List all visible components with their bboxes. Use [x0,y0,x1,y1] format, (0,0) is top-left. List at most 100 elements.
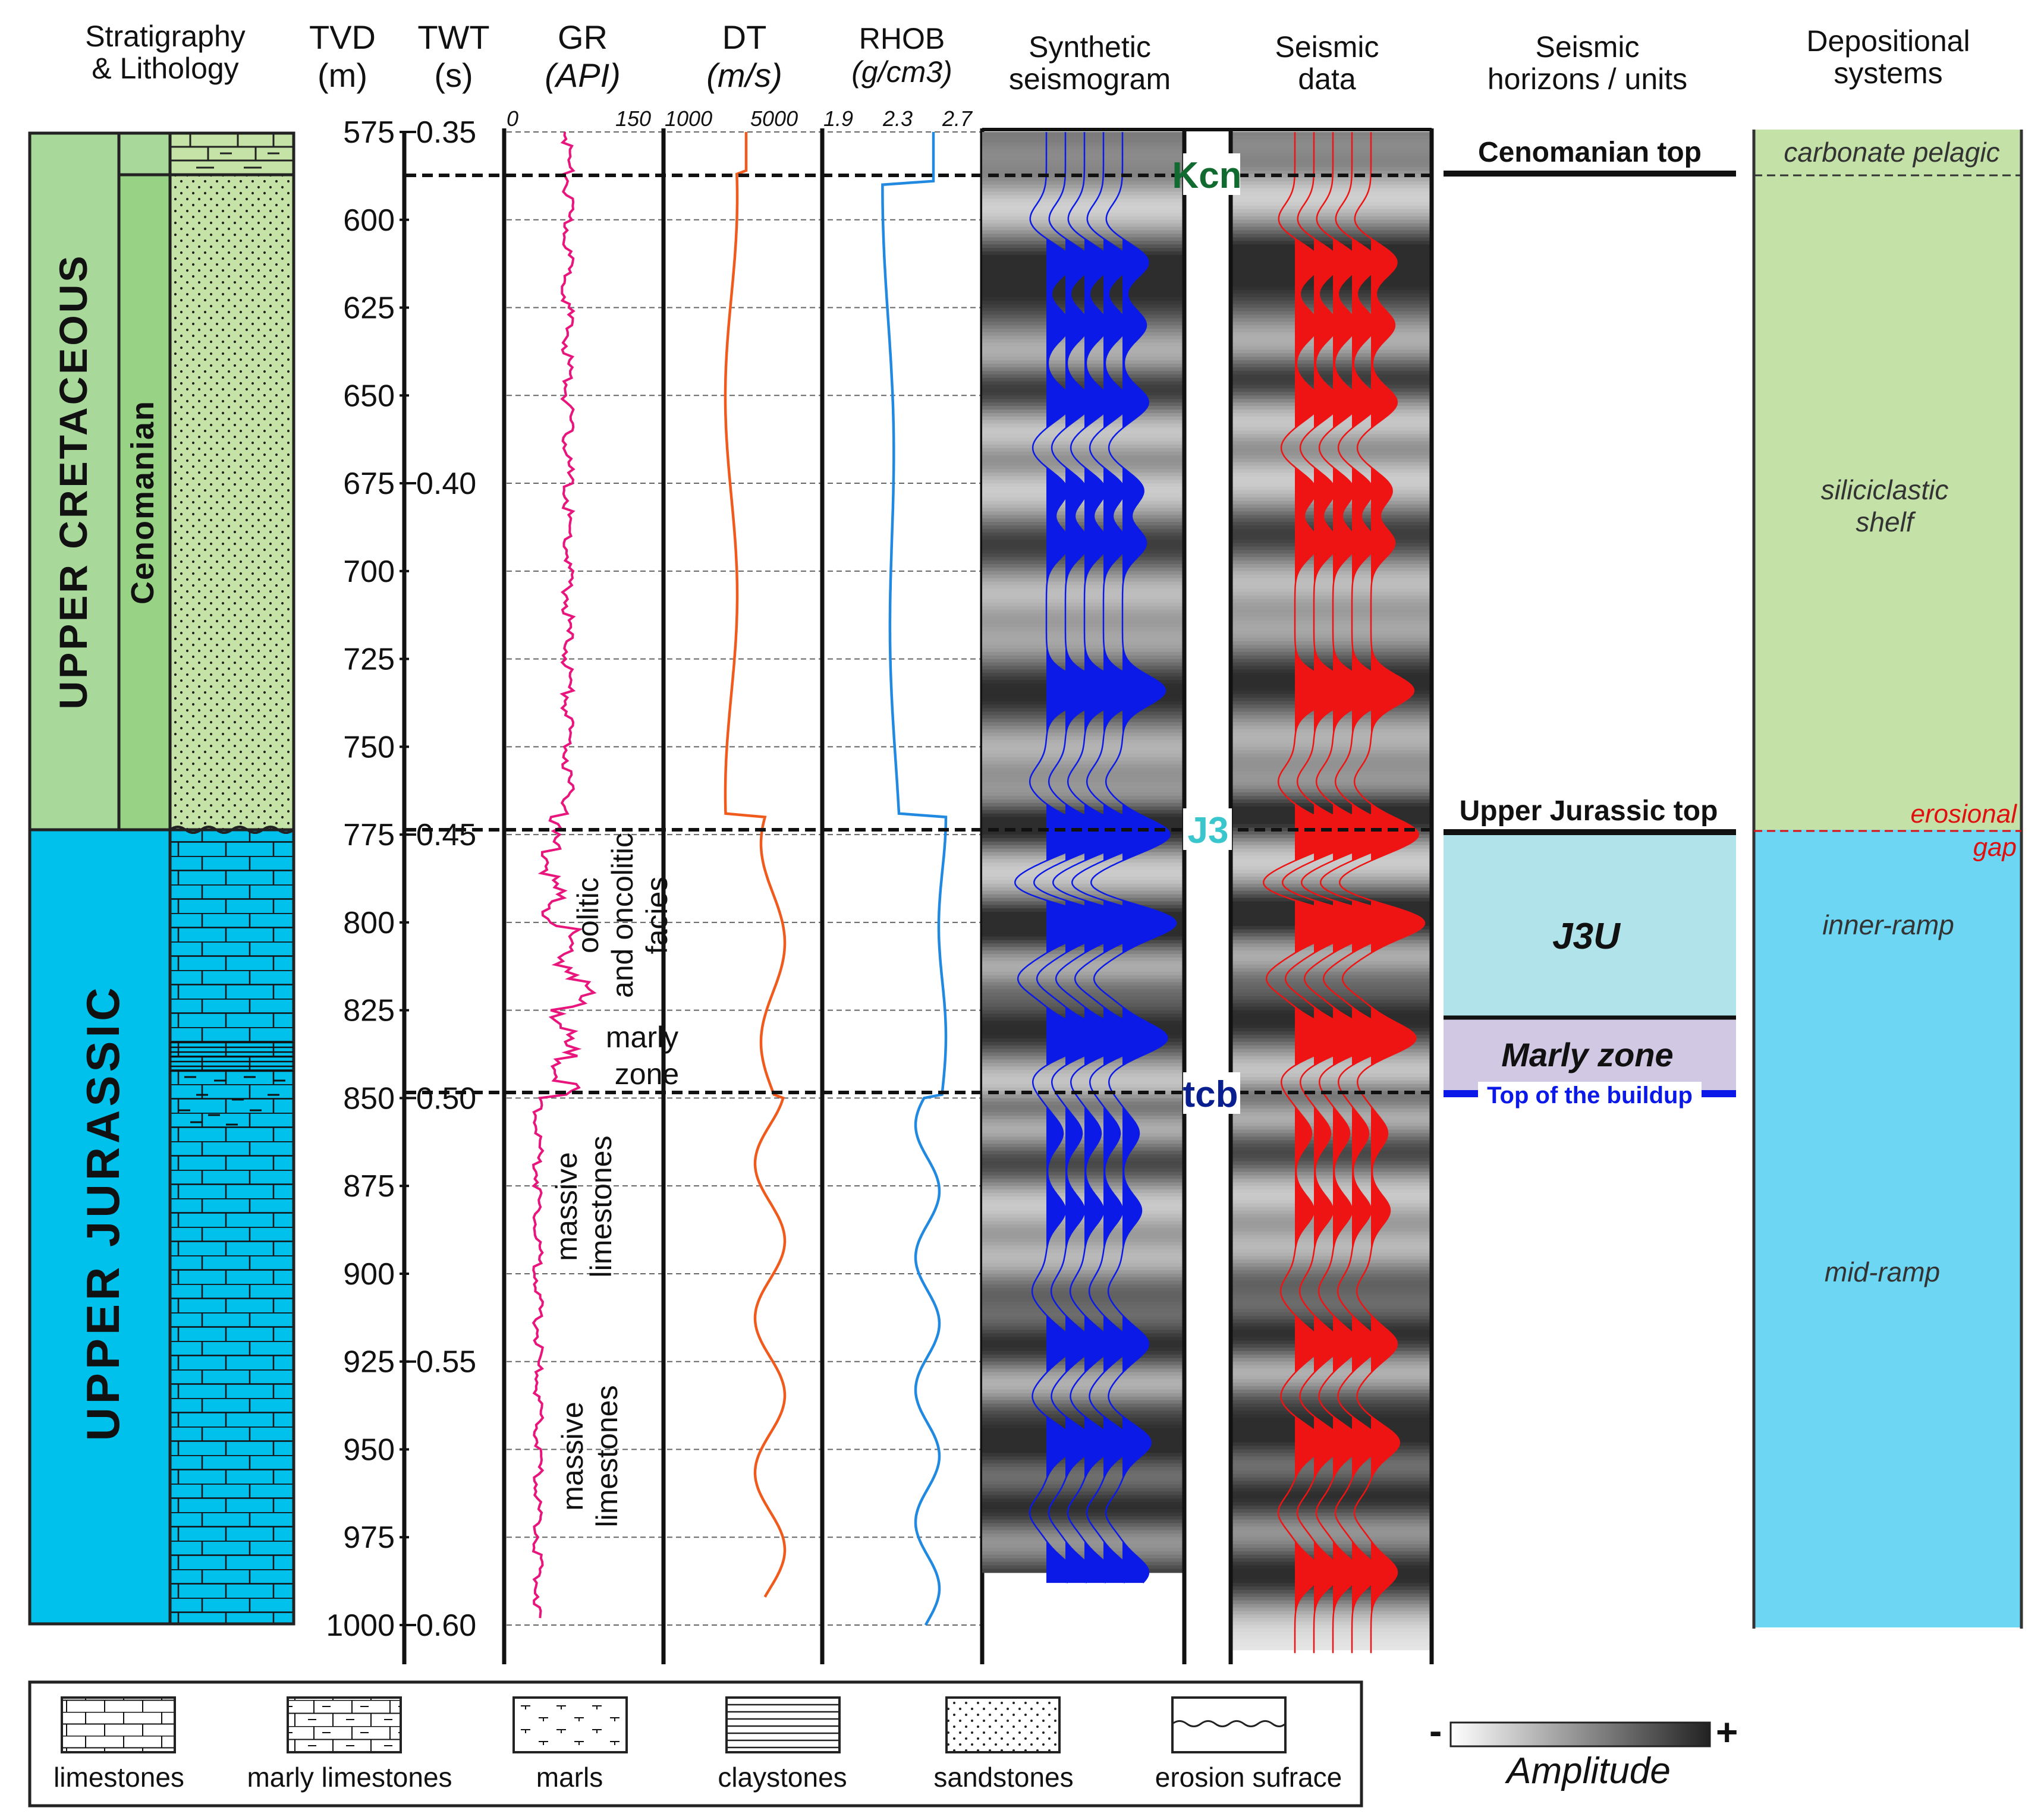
amplitude-band [982,1217,1183,1222]
amplitude-band [1232,1284,1432,1289]
amplitude-band [982,1287,1183,1292]
amplitude-band [982,982,1183,987]
amplitude-band [982,370,1183,375]
amplitude-band [1232,1119,1432,1123]
depo-carbonate: carbonate pelagic [1784,137,1999,168]
amplitude-band [982,1010,1183,1015]
amplitude-band [1232,613,1432,618]
amplitude-band [982,458,1183,463]
amplitude-band [1232,1611,1432,1616]
amplitude-band [1232,1502,1432,1507]
amplitude-band [1232,870,1432,874]
amplitude-band [1232,985,1432,990]
amplitude-band [982,167,1183,172]
amplitude-band [1232,423,1432,428]
amplitude-band [982,1105,1183,1110]
rhob-scale-1: 1.9 [823,106,853,131]
amplitude-band [982,1379,1183,1384]
amplitude-band [982,760,1183,765]
amplitude-band [982,796,1183,801]
amplitude-band [1232,1140,1432,1145]
header-rhob-1: RHOB [859,22,945,55]
tvd-tick-label: 675 [343,467,395,501]
marker-kcn: Kcn [1172,155,1241,196]
amplitude-band [982,754,1183,758]
amplitude-band [982,226,1183,231]
amplitude-band [1232,961,1432,965]
lithology-legend: limestones marly limestones marls clayst… [28,1680,1363,1808]
amplitude-band [982,603,1183,607]
annot-massive2-2: limestones [590,1386,624,1528]
header-twt-1: TWT [417,18,489,56]
amplitude-band [982,1238,1183,1243]
amplitude-band [982,662,1183,667]
amplitude-band [982,1235,1183,1239]
amplitude-band [1232,1323,1432,1327]
amplitude-band [1232,283,1432,288]
amplitude-band [1232,1224,1432,1229]
amplitude-band [982,216,1183,221]
amplitude-band [1232,796,1432,801]
amplitude-band [1232,557,1432,562]
amplitude-band [982,1488,1183,1492]
amplitude-band [982,518,1183,523]
amplitude-band [1232,722,1432,726]
amplitude-band [1232,1400,1432,1405]
amplitude-band [982,174,1183,178]
amplitude-band [982,1273,1183,1278]
amplitude-band [982,1224,1183,1229]
amplitude-band [982,894,1183,899]
amplitude-band [982,1519,1183,1524]
twt-tick-label: 0.50 [416,1081,476,1116]
amplitude-band [1232,887,1432,892]
amplitude-band [982,177,1183,182]
amplitude-band [982,1410,1183,1415]
amplitude-band [1232,771,1432,776]
header-seismic-2: data [1298,62,1356,96]
amplitude-band [1232,1151,1432,1155]
amplitude-band [1232,1192,1432,1197]
amplitude-band [982,191,1183,196]
amplitude-band [982,641,1183,645]
amplitude-band [1232,1368,1432,1373]
annot-massive1-2: limestones [584,1136,618,1278]
amplitude-band [982,996,1183,1000]
amplitude-band [982,1284,1183,1289]
amplitude-band [982,1280,1183,1285]
tvd-tick-label: 700 [343,555,395,589]
amplitude-band [1232,469,1432,474]
amplitude-band [1232,244,1432,249]
amplitude-band [1232,1551,1432,1555]
amplitude-band [1232,1403,1432,1408]
amplitude-band [982,778,1183,783]
amplitude-band [982,283,1183,288]
amplitude-band [982,975,1183,980]
amplitude-band [982,1368,1183,1373]
amplitude-band [982,901,1183,906]
legend-label-erosion: erosion sufrace [1155,1762,1342,1793]
amplitude-band [982,606,1183,610]
amplitude-band [982,1407,1183,1412]
amplitude-band [982,1470,1183,1475]
header-synthetic-1: Synthetic [1029,30,1151,64]
wiggle-fill [1122,132,1176,1583]
amplitude-band [982,1098,1183,1103]
wiggle-trace [1090,132,1177,1583]
amplitude-band [982,715,1183,720]
amplitude-band [982,732,1183,737]
amplitude-band [982,609,1183,614]
amplitude-band [1232,767,1432,772]
amplitude-band [982,1512,1183,1517]
amplitude-band [1232,441,1432,446]
annot-oolitic-2: and oncolitic [606,833,639,998]
amplitude-band [982,465,1183,470]
amplitude-band [982,624,1183,628]
amplitude-band [1232,216,1432,221]
amplitude-band [1232,226,1432,231]
amplitude-band [1232,736,1432,741]
amplitude-band [1232,1267,1432,1271]
amplitude-band [1232,596,1432,600]
amplitude-band [1232,349,1432,354]
amplitude-band [1232,553,1432,558]
header-gr-1: GR [558,18,608,56]
